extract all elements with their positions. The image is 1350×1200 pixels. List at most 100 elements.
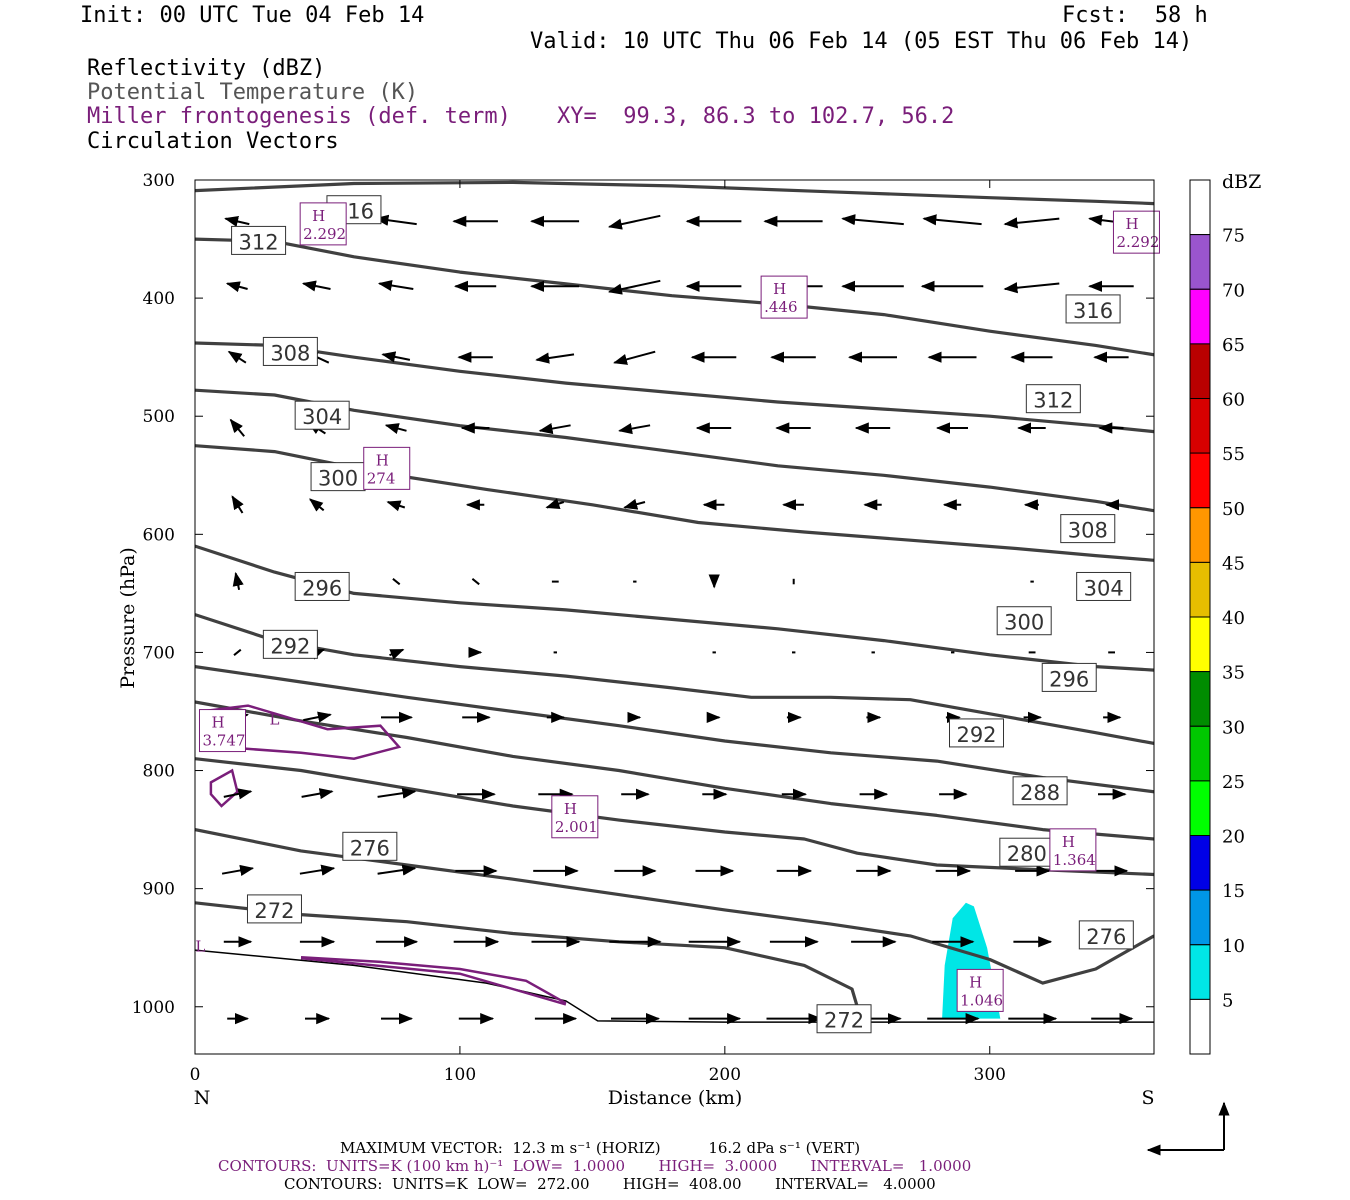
circulation-vector <box>613 350 656 365</box>
circulation-vector <box>225 281 248 293</box>
theta-contour-288 <box>195 665 1154 794</box>
colorbar-title: dBZ <box>1222 171 1261 193</box>
theta-label-box <box>996 606 1052 636</box>
theta-label-300: 300 <box>318 467 358 491</box>
colorbar-level-label: 75 <box>1222 226 1245 247</box>
y-tick-label: 900 <box>143 880 175 900</box>
theta-label-272: 272 <box>254 899 294 923</box>
circulation-vector <box>232 571 244 591</box>
fronto-max-value: 2.292 <box>1116 233 1159 251</box>
fronto-max-marker: H <box>376 451 389 469</box>
field-potential-temperature: Potential Temperature (K) <box>87 80 419 105</box>
y-tick-label: 500 <box>143 407 175 427</box>
colorbar-swatch <box>1189 725 1211 782</box>
circulation-vector <box>303 711 332 723</box>
theta-label-276: 276 <box>350 836 390 860</box>
fronto-max-box <box>1049 828 1097 872</box>
circulation-vector <box>538 423 571 435</box>
theta-label-box <box>949 718 1005 748</box>
fronto-surface-contour <box>300 957 567 1006</box>
theta-label-296: 296 <box>302 576 342 600</box>
theta-label-box <box>262 336 318 366</box>
theta-label-box <box>262 629 318 659</box>
theta-label-312: 312 <box>1033 389 1073 413</box>
theta-label-312: 312 <box>239 230 279 254</box>
circulation-vector <box>377 279 414 292</box>
theta-label-box <box>310 462 366 492</box>
theta-contour-316 <box>195 180 1154 206</box>
x-tick-label: 200 <box>709 1065 741 1085</box>
plot-frame <box>194 179 1155 1055</box>
theta-contour-312 <box>195 237 1154 357</box>
fronto-max-box <box>956 968 1004 1012</box>
x-tick-label: 300 <box>974 1065 1006 1085</box>
colorbar-swatch <box>1189 561 1211 618</box>
colorbar-level-label: 70 <box>1222 280 1245 301</box>
circulation-vector <box>229 418 245 437</box>
theta-label-300: 300 <box>1004 611 1044 635</box>
theta-label-box <box>816 1004 872 1034</box>
circulation-vector <box>1003 217 1060 229</box>
colorbar-level-label: 15 <box>1222 881 1245 902</box>
theta-label-box <box>1060 514 1116 544</box>
circulation-vector <box>607 279 661 295</box>
colorbar-swatch <box>1189 398 1211 454</box>
colorbar-level-label: 5 <box>1222 990 1233 1011</box>
maximum-vector-note: MAXIMUM VECTOR: 12.3 m s⁻¹ (HORIZ) 16.2 … <box>340 1139 861 1157</box>
circulation-vector <box>386 500 406 512</box>
circulation-vector <box>1003 282 1060 294</box>
fronto-max-marker: H <box>1062 833 1075 851</box>
colorbar-level-label: 20 <box>1222 827 1245 848</box>
south-end-label: S <box>1141 1087 1154 1109</box>
fronto-max-value: 274 <box>367 469 396 487</box>
fronto-max-value: 2.001 <box>555 818 598 836</box>
circulation-vector <box>381 351 411 363</box>
fronto-min-marker: L <box>195 937 205 955</box>
theta-label-box <box>294 571 350 601</box>
theta-label-304: 304 <box>302 405 342 429</box>
circulation-vector <box>389 648 405 660</box>
circulation-vector <box>384 423 407 434</box>
field-circulation-vectors: Circulation Vectors <box>87 129 339 154</box>
circulation-vector <box>392 578 401 586</box>
theta-contour-note: CONTOURS: UNITS=K LOW= 272.00 HIGH= 408.… <box>284 1175 936 1193</box>
colorbar-level-label: 40 <box>1222 608 1245 629</box>
fronto-max-marker: H <box>969 973 982 991</box>
colorbar-level-label: 50 <box>1222 499 1245 520</box>
y-tick-label: 1000 <box>132 998 175 1018</box>
theta-label-304: 304 <box>1084 576 1124 600</box>
colorbar-level-label: 35 <box>1222 663 1245 684</box>
circulation-vector <box>545 498 565 509</box>
colorbar-level-label: 10 <box>1222 936 1245 957</box>
theta-label-box <box>294 400 350 430</box>
colorbar-swatch <box>1189 780 1211 837</box>
theta-label-box <box>342 831 398 861</box>
contour-labels: 3163123083043002962922762723163123083043… <box>195 195 1160 1034</box>
circulation-vector <box>618 423 651 435</box>
frontogenesis-contour-note: CONTOURS: UNITS=K (100 km h)⁻¹ LOW= 1.00… <box>218 1157 972 1175</box>
circulation-vector <box>221 864 255 876</box>
colorbar-swatch <box>1189 343 1211 399</box>
circulation-vector <box>309 498 325 512</box>
theta-contour-308 <box>195 341 1154 434</box>
field-frontogenesis: Miller frontogenesis (def. term) <box>87 104 511 129</box>
colorbar-level-label: 45 <box>1222 553 1245 574</box>
theta-label-box <box>1076 571 1132 601</box>
theta-label-308: 308 <box>1068 519 1108 543</box>
colorbar-swatch <box>1189 616 1211 673</box>
theta-label-316: 316 <box>1073 299 1113 323</box>
theta-label-box <box>231 225 287 255</box>
theta-label-308: 308 <box>270 341 310 365</box>
colorbar-level-label: 65 <box>1222 335 1245 356</box>
circulation-vector <box>841 214 904 226</box>
fronto-max-marker: H <box>211 714 224 732</box>
y-tick-label: 700 <box>143 643 175 663</box>
theta-label-288: 288 <box>1020 781 1060 805</box>
y-tick-label: 800 <box>143 762 175 782</box>
theta-contour-276 <box>195 828 1154 985</box>
theta-label-box <box>1012 776 1068 806</box>
theta-label-292: 292 <box>956 723 996 747</box>
circulation-vector <box>227 350 247 364</box>
y-tick-label: 300 <box>143 171 175 191</box>
